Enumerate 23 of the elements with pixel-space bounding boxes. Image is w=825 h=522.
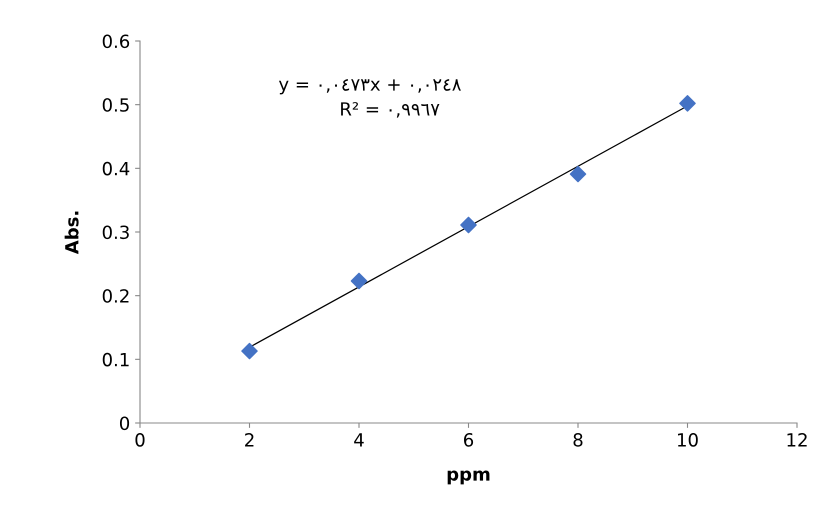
y-axis-title: Abs.: [64, 212, 79, 254]
y-tick-label: 0: [120, 416, 130, 430]
point: [679, 95, 696, 112]
x-tick-label: 10: [678, 433, 698, 447]
annotation: R² = ٠,٩٩٦٧: [341, 102, 440, 118]
y-tick-label: 0.3: [102, 225, 129, 240]
point: [460, 216, 477, 234]
point: [350, 272, 368, 290]
x-tick-label: 0: [135, 433, 145, 447]
x-tick-label: 12: [787, 433, 807, 446]
point: [570, 166, 586, 182]
x-tick-label: 8: [573, 433, 583, 447]
y-tick-label: 0.1: [102, 352, 129, 366]
x-tick-label: 6: [464, 433, 474, 447]
y-tick-label: 0.4: [102, 162, 130, 176]
annotation: y = ٠,٠٤٧٣x + ٠,٠٢٤٨: [278, 79, 461, 94]
y-tick-label: 0.5: [102, 98, 129, 112]
x-axis-title: ppm: [448, 470, 490, 484]
y-tick-label: 0.2: [102, 289, 128, 303]
point: [241, 342, 258, 360]
x-tick-label: 2: [245, 433, 254, 446]
y-tick-label: 0.6: [102, 34, 130, 48]
x-tick-label: 4: [354, 433, 364, 446]
